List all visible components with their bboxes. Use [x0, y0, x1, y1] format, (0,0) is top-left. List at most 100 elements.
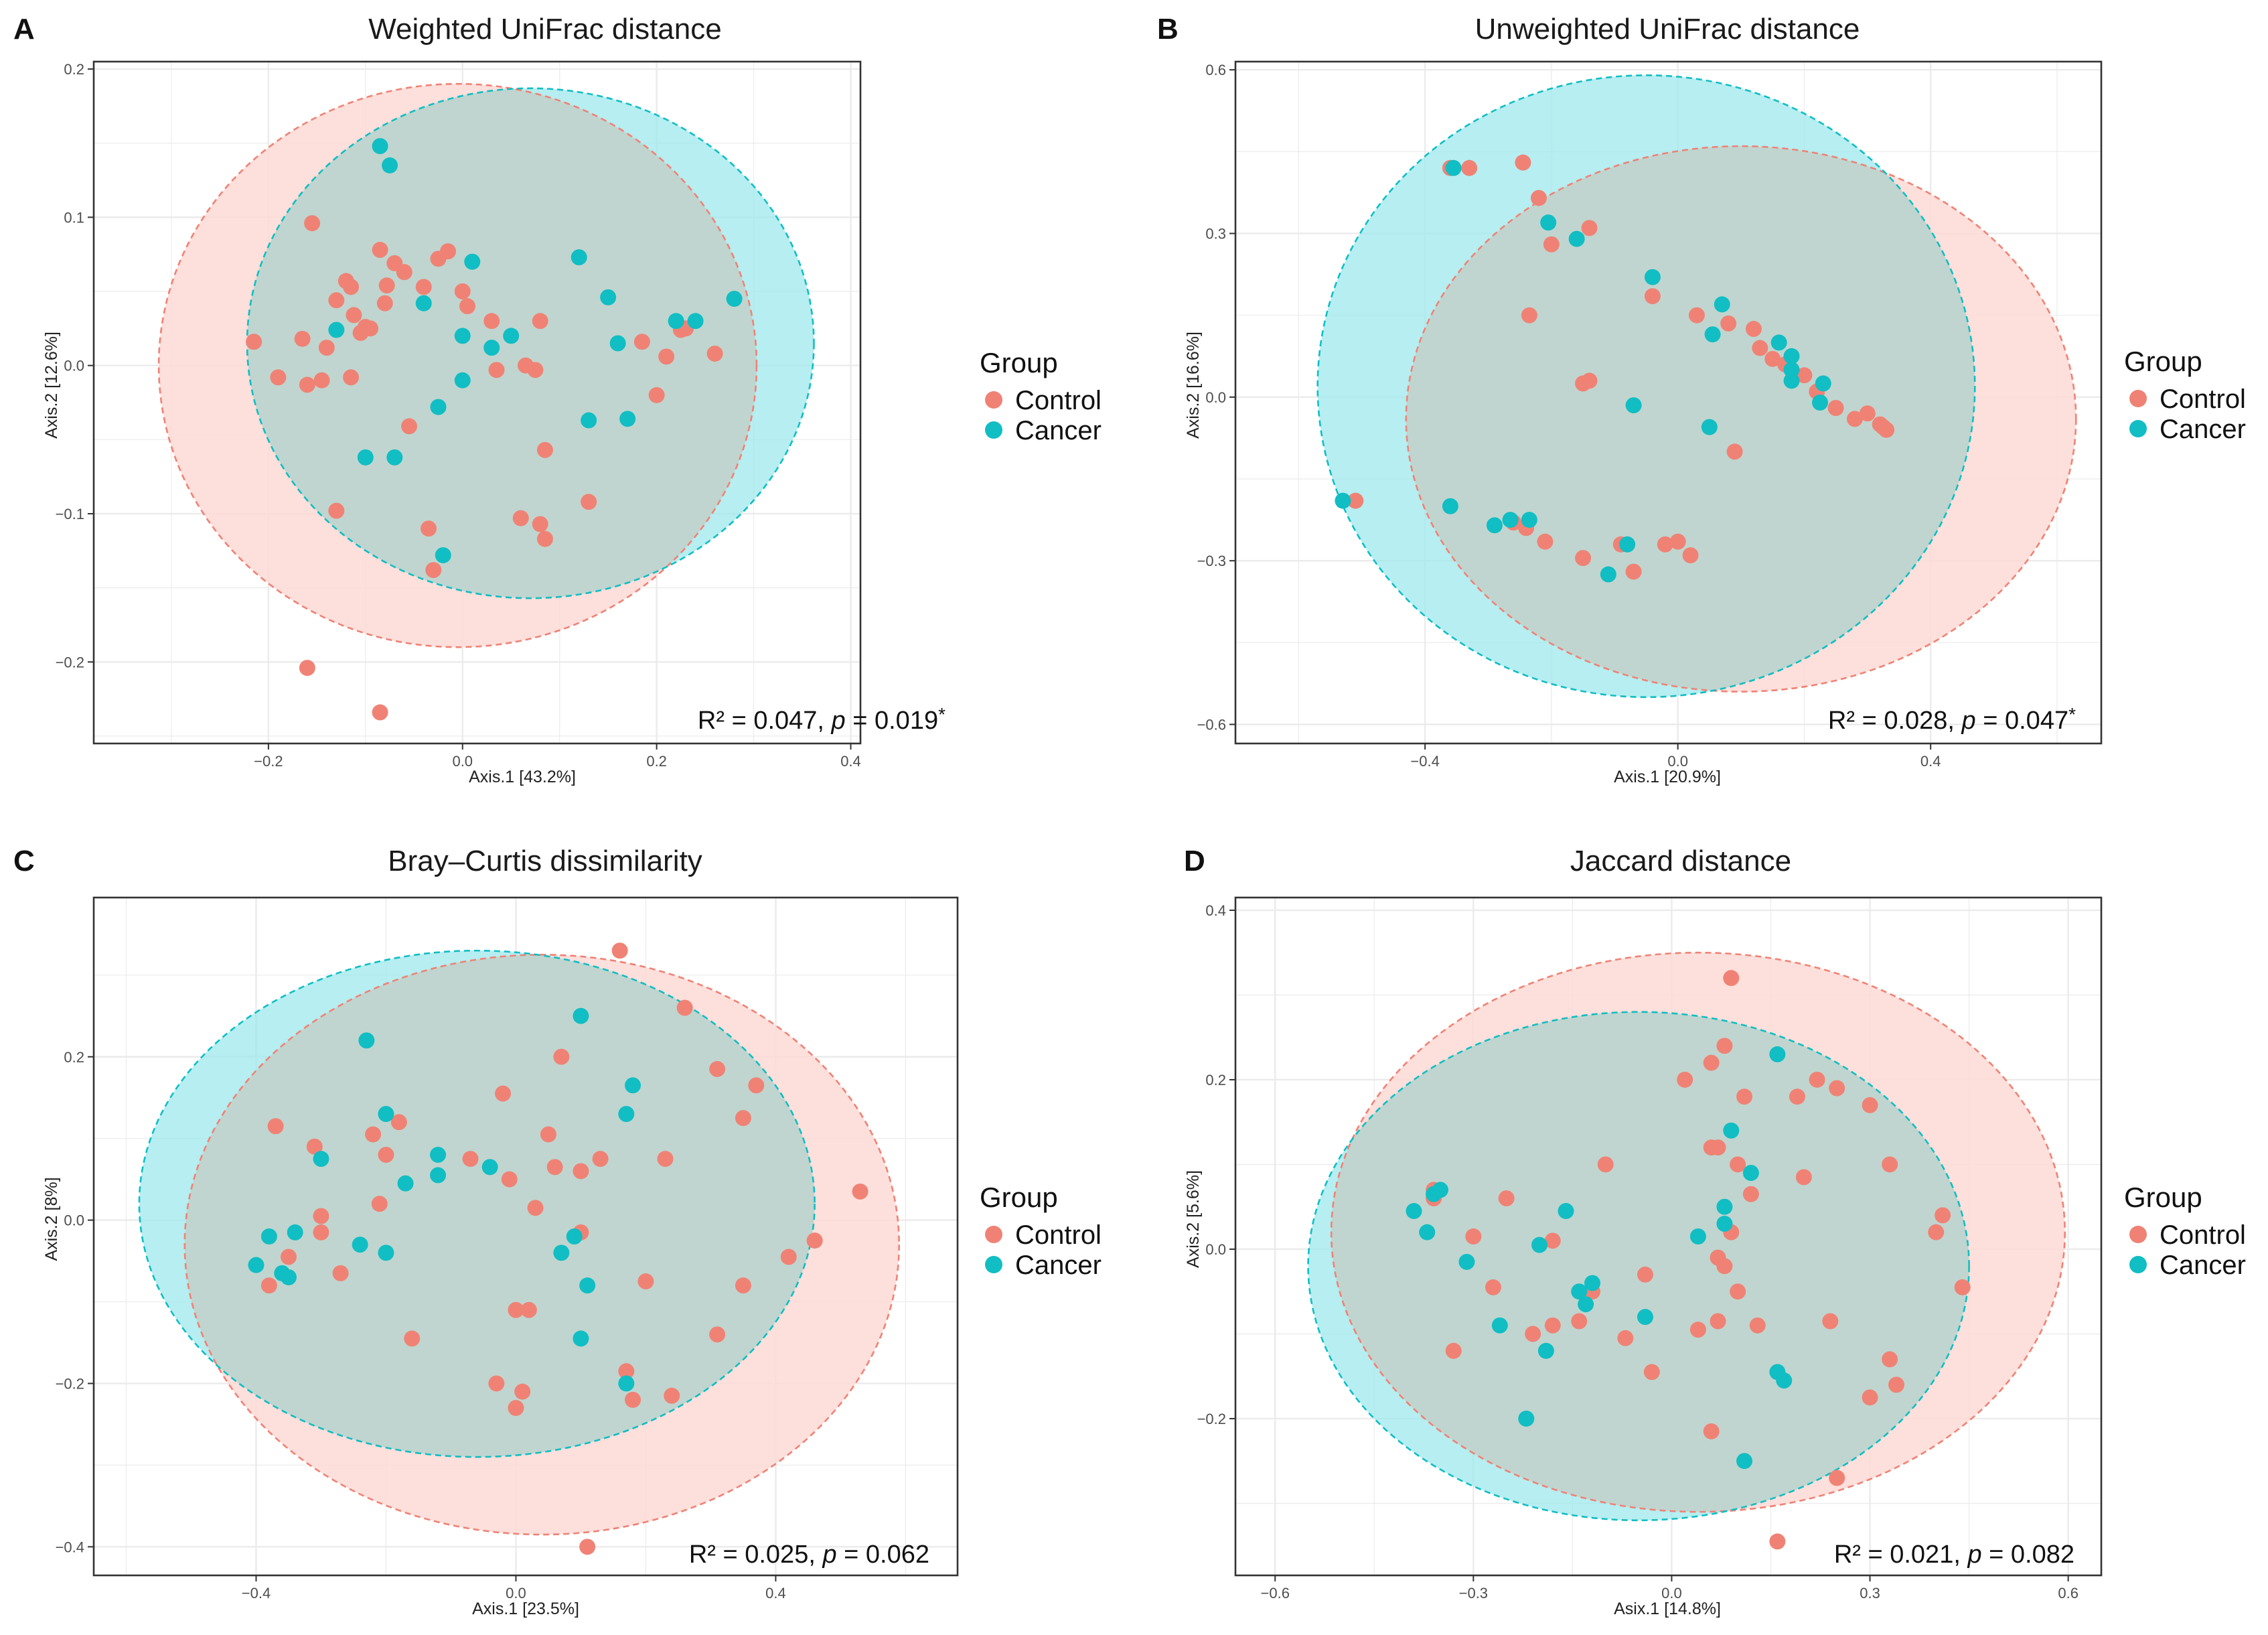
- control-point: [1465, 1228, 1482, 1245]
- x-tick-label: 0.3: [1860, 1585, 1880, 1602]
- cancer-point: [378, 1106, 394, 1123]
- panel-d-legend: Group Control Cancer: [2124, 1182, 2246, 1280]
- cancer-point: [1770, 334, 1787, 351]
- control-point: [1703, 1054, 1720, 1071]
- control-point: [1935, 1207, 1951, 1224]
- cancer-point: [1701, 419, 1718, 435]
- control-point: [462, 1151, 479, 1167]
- cancer-point: [1812, 395, 1829, 411]
- cancer-point: [260, 1228, 277, 1245]
- control-point: [1726, 443, 1743, 460]
- x-tick-label: 0.6: [2058, 1585, 2078, 1602]
- panel-d-ylabel: Axis.2 [5.6%]: [1184, 1170, 1203, 1268]
- control-point: [421, 520, 437, 537]
- control-point: [512, 510, 529, 526]
- control-point: [1789, 1088, 1805, 1105]
- control-point: [1625, 563, 1642, 580]
- y-tick-label: 0.0: [64, 358, 84, 374]
- control-point: [483, 313, 500, 330]
- cancer-point: [481, 1159, 498, 1176]
- control-point: [1954, 1279, 1971, 1295]
- control-ellipse-outline: [157, 82, 758, 648]
- y-tick-label: −0.2: [56, 1375, 84, 1392]
- legend-control-marker: [2129, 390, 2147, 407]
- panel-a-title: Weighted UniFrac distance: [368, 13, 721, 46]
- control-point: [1827, 400, 1844, 417]
- plot-border: [92, 896, 959, 1577]
- control-point: [1637, 1266, 1653, 1283]
- control-point: [1752, 340, 1768, 356]
- control-point: [1485, 1279, 1501, 1295]
- y-tick-label: 0.0: [1205, 389, 1226, 406]
- panel-a-stat: R² = 0.047, p = 0.019*: [698, 704, 946, 735]
- cancer-point: [625, 1077, 641, 1094]
- cancer-point: [1723, 1122, 1740, 1139]
- data-points: [1335, 154, 1895, 583]
- data-points: [246, 138, 743, 721]
- y-tick-label: −0.1: [56, 506, 84, 522]
- cancer-point: [1584, 1275, 1600, 1291]
- cancer-point: [1442, 498, 1458, 514]
- confidence-ellipses: [1307, 951, 2066, 1522]
- panel-b-plot: −0.4 0.0 0.4 −0.6 −0.3 0.0 0.3 0.6: [1197, 60, 2103, 770]
- cancer-point: [1406, 1203, 1422, 1220]
- control-point: [637, 1273, 654, 1290]
- cancer-point: [415, 295, 432, 311]
- control-point: [1796, 367, 1813, 384]
- control-point: [1829, 1080, 1845, 1096]
- y-tick-label: −0.3: [1197, 553, 1226, 569]
- control-point: [1809, 1071, 1825, 1088]
- cancer-point: [581, 412, 597, 429]
- control-point: [1703, 1139, 1720, 1156]
- cancer-point: [1637, 1309, 1653, 1326]
- cancer-point: [397, 1175, 414, 1192]
- cancer-point: [1558, 1203, 1574, 1220]
- panel-d-xlabel: Asix.1 [14.8%]: [1614, 1600, 1721, 1618]
- cancer-point: [687, 313, 704, 330]
- legend-title: Group: [2124, 346, 2202, 377]
- control-point: [1764, 350, 1781, 367]
- control-point: [592, 1151, 609, 1167]
- cancer-point: [357, 449, 374, 466]
- y-tick-label: −0.6: [1197, 716, 1226, 733]
- axis-ticks: −0.2 0.0 0.2 0.4 −0.2 −0.1 0.0 0.1 0.2: [56, 61, 861, 770]
- cancer-point: [1486, 517, 1503, 534]
- panel-d: D Jaccard distance −0.6 −0.3 0.0 0.3 0.6 −0.2…: [1184, 845, 2246, 1618]
- cancer-point: [1714, 296, 1730, 313]
- control-point: [299, 660, 315, 677]
- cancer-point: [1716, 1198, 1733, 1215]
- control-point: [1688, 307, 1705, 324]
- control-point: [1888, 1376, 1905, 1393]
- panel-b-label: B: [1157, 13, 1179, 46]
- control-point: [1723, 970, 1740, 987]
- x-tick-label: 0.2: [646, 753, 667, 770]
- control-point: [1597, 1156, 1614, 1173]
- cancer-point: [573, 1330, 589, 1347]
- cancer-point: [600, 289, 617, 305]
- control-point: [246, 334, 262, 350]
- cancer-point: [386, 449, 403, 466]
- y-tick-label: −0.4: [56, 1539, 84, 1555]
- control-point: [579, 1539, 596, 1555]
- control-point: [1575, 550, 1592, 567]
- cancer-point: [372, 138, 388, 155]
- overlap-fill: [184, 954, 815, 1458]
- control-point: [346, 307, 362, 324]
- cancer-point: [1716, 1216, 1733, 1232]
- cancer-point: [1540, 214, 1557, 231]
- control-point: [313, 1208, 329, 1224]
- legend-title: Group: [980, 347, 1058, 378]
- control-point: [1859, 405, 1876, 422]
- control-point: [425, 562, 442, 579]
- cancer-point: [668, 313, 684, 330]
- control-point: [299, 376, 315, 393]
- panel-b-legend: Group Control Cancer: [2124, 346, 2246, 444]
- cancer-point: [1571, 1283, 1588, 1300]
- control-point: [1445, 1342, 1462, 1359]
- control-point: [581, 494, 597, 510]
- control-point: [313, 1224, 329, 1240]
- panel-b-ylabel: Axis.2 [16.6%]: [1184, 332, 1203, 439]
- x-tick-label: 0.0: [1661, 1585, 1682, 1602]
- legend-control-label: Control: [2160, 1220, 2246, 1250]
- control-point: [440, 243, 457, 260]
